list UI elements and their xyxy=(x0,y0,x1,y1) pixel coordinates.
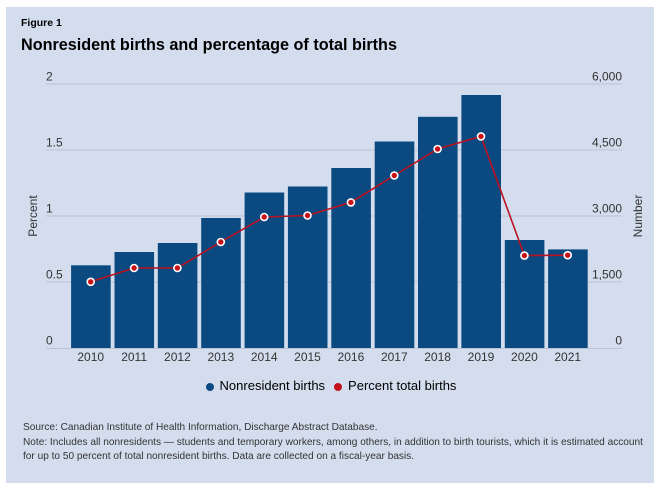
svg-text:2019: 2019 xyxy=(468,350,495,364)
svg-text:3,000: 3,000 xyxy=(592,202,622,216)
svg-text:4,500: 4,500 xyxy=(592,136,622,150)
svg-text:0: 0 xyxy=(46,334,53,348)
svg-text:2020: 2020 xyxy=(511,350,538,364)
svg-text:1: 1 xyxy=(46,202,53,216)
svg-text:0.5: 0.5 xyxy=(46,268,63,282)
svg-text:2014: 2014 xyxy=(251,350,278,364)
svg-text:2017: 2017 xyxy=(381,350,408,364)
svg-text:2011: 2011 xyxy=(121,350,147,364)
svg-text:Percent: Percent xyxy=(26,195,40,237)
svg-text:2015: 2015 xyxy=(294,350,321,364)
svg-text:6,000: 6,000 xyxy=(592,70,622,84)
svg-text:1,500: 1,500 xyxy=(592,268,622,282)
svg-text:2018: 2018 xyxy=(424,350,451,364)
svg-text:2021: 2021 xyxy=(554,350,581,364)
svg-text:Number: Number xyxy=(631,195,645,238)
svg-text:0: 0 xyxy=(615,334,622,348)
svg-text:2013: 2013 xyxy=(207,350,234,364)
svg-text:2016: 2016 xyxy=(338,350,365,364)
svg-text:2010: 2010 xyxy=(77,350,104,364)
svg-text:1.5: 1.5 xyxy=(46,136,63,150)
svg-text:2: 2 xyxy=(46,70,53,84)
svg-text:2012: 2012 xyxy=(164,350,191,364)
